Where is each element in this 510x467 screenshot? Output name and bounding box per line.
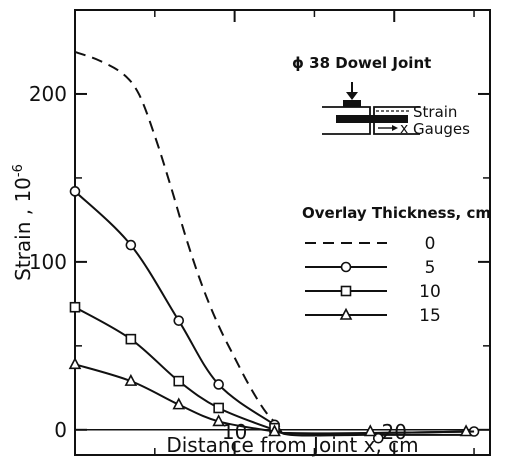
series-layer bbox=[68, 51, 480, 444]
legend-item-5: 5 bbox=[305, 258, 435, 278]
series-line bbox=[74, 306, 475, 435]
x-arrow-head bbox=[392, 125, 398, 131]
marker-circle bbox=[69, 186, 81, 197]
marker-triangle bbox=[124, 373, 138, 386]
inset-strain-label: Strain bbox=[413, 103, 457, 121]
series-5 bbox=[69, 186, 480, 444]
marker-circle bbox=[173, 315, 185, 326]
inset-x-label: x bbox=[400, 121, 408, 137]
marker-circle bbox=[125, 239, 137, 251]
marker-square bbox=[340, 285, 352, 297]
marker-square bbox=[213, 402, 224, 414]
inset-gauges-label: Gauges bbox=[413, 120, 470, 138]
marker-circle bbox=[340, 261, 352, 273]
marker-triangle bbox=[268, 424, 281, 437]
marker-triangle bbox=[212, 414, 225, 427]
y-tick-label: 0 bbox=[54, 418, 67, 442]
y-axis-label-group: Strain , 10-6 bbox=[11, 164, 35, 281]
legend-label: 0 bbox=[425, 234, 436, 254]
plot-border bbox=[74, 9, 491, 456]
series-line bbox=[74, 190, 475, 437]
load-plate bbox=[343, 100, 361, 107]
legend-item-0: 0 bbox=[305, 234, 435, 254]
marker-circle bbox=[213, 379, 224, 390]
series-line bbox=[74, 363, 475, 435]
legend-label: 10 bbox=[419, 282, 441, 302]
marker-square bbox=[69, 301, 81, 313]
legend-title: Overlay Thickness, cm bbox=[302, 204, 491, 222]
marker-triangle bbox=[68, 357, 82, 370]
marker-triangle bbox=[459, 424, 473, 437]
load-arrow-head bbox=[346, 92, 358, 100]
legend-label: 15 bbox=[419, 306, 441, 326]
y-axis-label-exponent: -6 bbox=[11, 164, 26, 177]
inset-title: ϕ 38 Dowel Joint bbox=[292, 54, 431, 72]
legend: Overlay Thickness, cm 0 5 10 15 bbox=[302, 204, 491, 326]
marker-triangle bbox=[363, 424, 377, 437]
y-axis-label: Strain , 10-6 bbox=[11, 164, 35, 281]
legend-item-15: 15 bbox=[305, 306, 441, 326]
y-tick-label: 100 bbox=[29, 250, 67, 274]
legend-item-10: 10 bbox=[305, 282, 441, 302]
marker-square bbox=[125, 333, 137, 345]
marker-triangle bbox=[339, 307, 353, 320]
series-15 bbox=[68, 357, 475, 437]
y-tick-label: 200 bbox=[29, 82, 67, 106]
plot-frame bbox=[74, 9, 491, 456]
marker-square bbox=[173, 375, 185, 387]
marker-triangle bbox=[172, 397, 186, 410]
legend-label: 5 bbox=[425, 258, 436, 278]
dowel-bar bbox=[336, 115, 408, 123]
series-10 bbox=[69, 301, 475, 435]
